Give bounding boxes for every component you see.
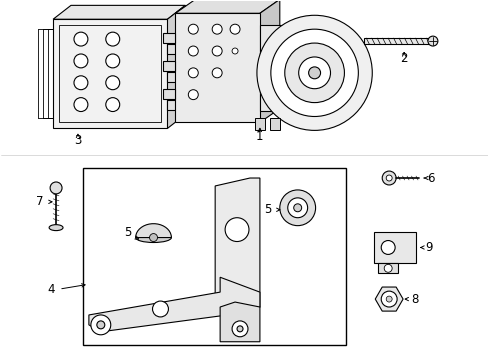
Circle shape [293,204,301,212]
Circle shape [382,171,395,185]
Polygon shape [167,5,185,129]
Circle shape [237,326,243,332]
Circle shape [384,264,391,272]
Circle shape [188,90,198,100]
Circle shape [188,46,198,56]
Bar [167,72,181,82]
Text: 2: 2 [400,53,407,66]
Bar [167,44,181,54]
Text: 5: 5 [124,226,131,239]
Text: 5: 5 [264,203,271,216]
Bar [377,264,397,273]
Circle shape [74,76,88,90]
Text: 8: 8 [410,293,418,306]
Circle shape [212,24,222,34]
Polygon shape [260,25,306,111]
Text: 1: 1 [256,130,263,143]
Polygon shape [220,302,260,342]
Polygon shape [53,5,185,19]
Circle shape [105,32,120,46]
Bar [254,118,264,130]
Circle shape [427,36,437,46]
Circle shape [149,234,157,242]
Bar [373,231,415,264]
Circle shape [74,32,88,46]
Polygon shape [260,0,279,122]
Circle shape [386,175,391,181]
Circle shape [50,182,62,194]
Circle shape [188,68,198,78]
Circle shape [224,218,248,242]
Circle shape [308,67,320,79]
Circle shape [287,198,307,218]
Polygon shape [135,224,171,238]
Circle shape [298,57,330,89]
Text: 7: 7 [36,195,44,208]
Bar [163,61,175,71]
Text: 9: 9 [425,241,432,254]
Bar [269,118,279,130]
Circle shape [212,46,222,56]
Circle shape [212,68,222,78]
Circle shape [381,291,396,307]
Circle shape [74,54,88,68]
Ellipse shape [135,233,171,243]
Circle shape [105,54,120,68]
Circle shape [97,321,104,329]
Circle shape [381,240,394,255]
Bar [53,19,167,129]
Circle shape [91,315,111,335]
Text: 3: 3 [74,134,81,147]
Circle shape [270,29,358,117]
Circle shape [256,15,371,130]
Bar [59,25,161,122]
Text: 6: 6 [427,171,434,185]
Ellipse shape [49,225,63,231]
Circle shape [279,190,315,226]
Circle shape [232,48,238,54]
Polygon shape [89,277,260,332]
Bar [83,168,346,345]
Circle shape [74,98,88,112]
Circle shape [188,24,198,34]
Circle shape [152,301,168,317]
Bar [364,38,428,44]
Bar [175,13,260,122]
Circle shape [105,76,120,90]
Circle shape [284,43,344,103]
Polygon shape [175,0,279,13]
Text: 4: 4 [47,283,55,296]
Circle shape [105,98,120,112]
Bar [163,33,175,43]
Polygon shape [215,178,260,312]
Circle shape [232,321,247,337]
Bar [163,89,175,99]
Bar [167,100,181,109]
Circle shape [230,24,240,34]
Circle shape [386,296,391,302]
